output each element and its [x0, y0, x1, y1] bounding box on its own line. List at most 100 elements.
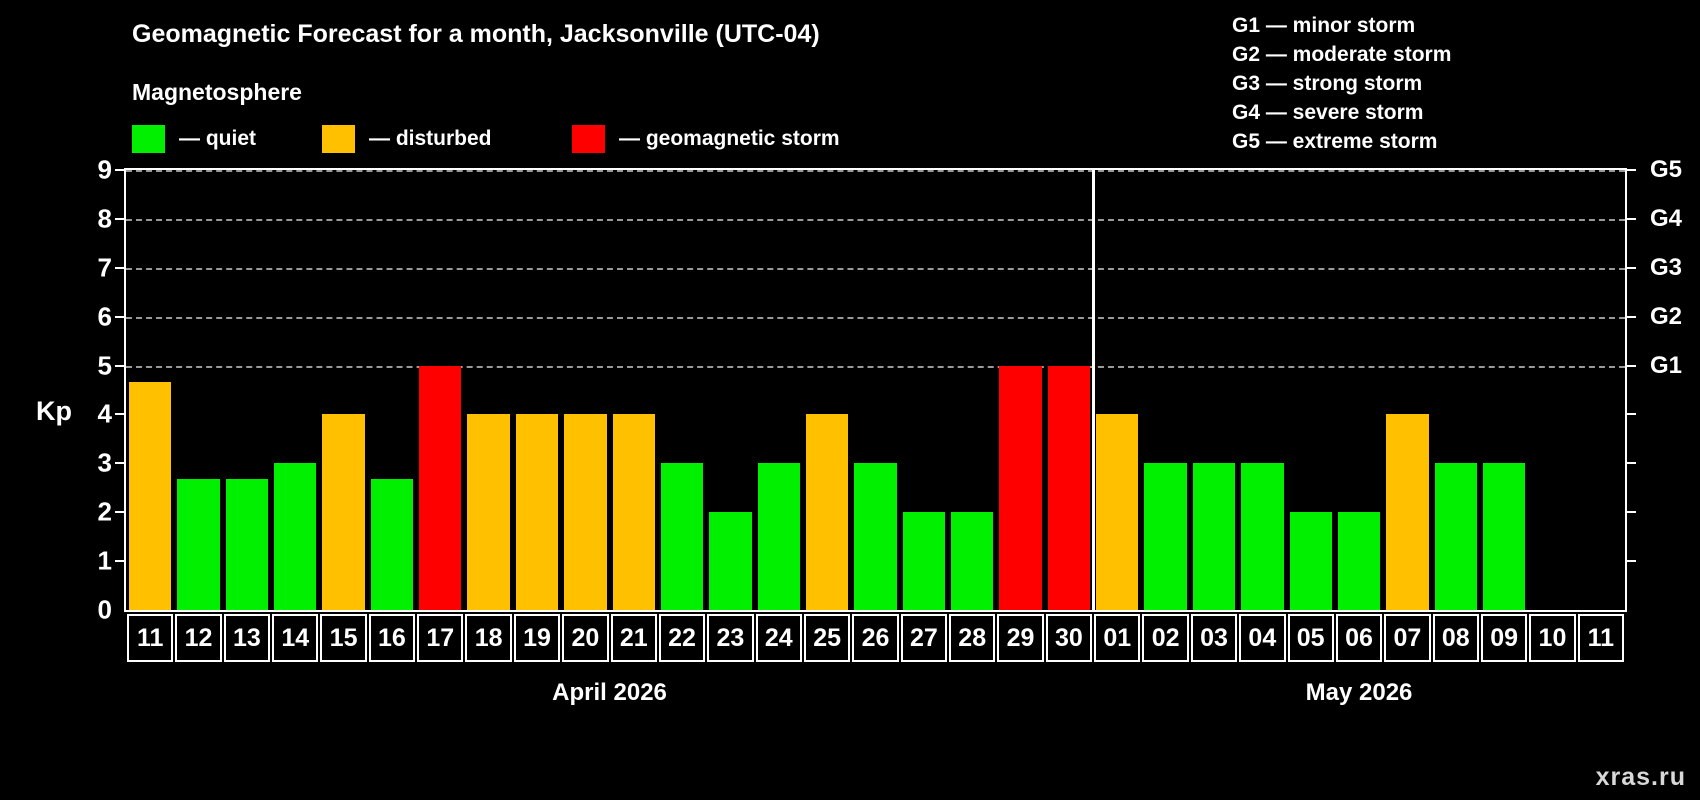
- day-cell-may-08[interactable]: 08: [1432, 614, 1479, 662]
- bar-april-16[interactable]: [370, 479, 414, 610]
- bar-may-08[interactable]: [1434, 463, 1477, 610]
- bar-april-17[interactable]: [419, 365, 462, 610]
- legend-label: — quiet: [179, 127, 256, 150]
- right-tick-mark-9: [1625, 169, 1636, 171]
- right-tick-mark-1: [1625, 560, 1636, 563]
- month-divider: [1092, 170, 1096, 610]
- legend-label: — geomagnetic storm: [619, 127, 840, 150]
- bar-april-25[interactable]: [805, 414, 849, 610]
- day-cell-april-17[interactable]: 17: [417, 614, 464, 662]
- day-cell-april-14[interactable]: 14: [272, 614, 319, 662]
- right-tick-mark-4: [1625, 413, 1636, 416]
- day-cell-may-06[interactable]: 06: [1335, 614, 1383, 662]
- day-cell-april-19[interactable]: 19: [513, 614, 561, 662]
- legend-item-2: — geomagnetic storm: [572, 124, 840, 154]
- chart-subtitle: Magnetosphere: [132, 79, 302, 105]
- legend-swatch-icon: [322, 125, 355, 153]
- day-cell-april-18[interactable]: 18: [465, 614, 512, 662]
- y-tick-label-2: 2: [97, 496, 112, 527]
- bar-april-11[interactable]: [129, 381, 172, 610]
- y-tick-label-6: 6: [97, 301, 112, 332]
- day-cell-april-16[interactable]: 16: [368, 614, 416, 662]
- bar-may-03[interactable]: [1192, 463, 1236, 610]
- day-cell-april-30[interactable]: 30: [1045, 614, 1093, 662]
- day-cell-april-15[interactable]: 15: [320, 614, 367, 662]
- day-cell-april-13[interactable]: 13: [223, 614, 271, 662]
- y-tick-label-5: 5: [97, 350, 112, 381]
- day-cell-may-05[interactable]: 05: [1287, 614, 1334, 662]
- day-axis: 11 12 13 14 15 16 17 18 19 20 21 22 23 24 25 26 27 28 29 30…: [126, 614, 1625, 662]
- legend-item-0: — quiet: [132, 124, 256, 154]
- gridline-kp-5: [126, 365, 1625, 368]
- day-cell-april-27[interactable]: 27: [900, 614, 948, 662]
- bar-series: [126, 170, 1625, 610]
- month-label-may: May 2026: [1305, 679, 1413, 706]
- bar-april-22[interactable]: [660, 463, 704, 610]
- y-tick-label-9: 9: [97, 154, 112, 185]
- day-cell-may-09[interactable]: 09: [1480, 614, 1528, 662]
- bar-may-02[interactable]: [1144, 463, 1187, 610]
- legend-swatch-icon: [572, 125, 605, 153]
- day-cell-april-25[interactable]: 25: [803, 614, 851, 662]
- bar-may-07[interactable]: [1386, 414, 1429, 610]
- legend-item-1: — disturbed: [322, 124, 492, 154]
- bar-may-01[interactable]: [1096, 414, 1139, 610]
- y-tick-mark-3: [115, 462, 126, 465]
- day-cell-may-03[interactable]: 03: [1190, 614, 1238, 662]
- legend-label: — disturbed: [369, 127, 492, 150]
- y-tick-label-4: 4: [97, 398, 112, 429]
- day-cell-may-07[interactable]: 07: [1384, 614, 1431, 662]
- y-tick-mark-7: [115, 266, 126, 269]
- bar-april-18[interactable]: [467, 414, 510, 610]
- g-tick-label-G1: G1: [1650, 351, 1683, 379]
- y-tick-label-1: 1: [97, 545, 112, 576]
- y-tick-label-3: 3: [97, 447, 112, 478]
- bar-april-19[interactable]: [515, 414, 559, 610]
- day-cell-april-29[interactable]: 29: [997, 614, 1044, 662]
- bar-april-20[interactable]: [564, 414, 607, 610]
- bar-may-09[interactable]: [1482, 463, 1526, 610]
- y-tick-label-0: 0: [97, 594, 112, 625]
- day-cell-may-10[interactable]: 10: [1529, 614, 1576, 662]
- day-cell-april-22[interactable]: 22: [658, 614, 706, 662]
- bar-may-05[interactable]: [1289, 512, 1332, 610]
- bar-april-21[interactable]: [612, 414, 655, 610]
- right-tick-mark-7: [1625, 266, 1636, 269]
- y-tick-mark-2: [115, 511, 126, 514]
- bar-may-04[interactable]: [1241, 463, 1284, 610]
- g-scale-row-3: G3 — strong storm: [1232, 72, 1423, 95]
- g-scale-legend: G1 — minor storm G2 — moderate storm G3 — …: [1232, 11, 1451, 156]
- g-tick-label-G4: G4: [1650, 204, 1683, 232]
- y-tick-mark-8: [115, 217, 126, 220]
- day-cell-april-23[interactable]: 23: [707, 614, 754, 662]
- bar-april-14[interactable]: [274, 463, 317, 610]
- day-cell-may-04[interactable]: 04: [1239, 614, 1286, 662]
- day-cell-april-26[interactable]: 26: [852, 614, 899, 662]
- day-cell-may-11[interactable]: 11: [1577, 614, 1624, 662]
- legend-swatch-icon: [132, 125, 165, 153]
- day-cell-april-12[interactable]: 12: [175, 614, 222, 662]
- page-title: Geomagnetic Forecast for a month, Jackso…: [132, 20, 820, 48]
- right-tick-mark-8: [1625, 217, 1636, 220]
- y-tick-mark-6: [115, 315, 126, 318]
- bar-april-12[interactable]: [177, 479, 220, 610]
- bar-april-24[interactable]: [757, 463, 800, 610]
- bar-april-26[interactable]: [854, 463, 897, 610]
- bar-may-06[interactable]: [1337, 512, 1381, 610]
- day-cell-may-02[interactable]: 02: [1142, 614, 1189, 662]
- bar-april-29[interactable]: [999, 365, 1042, 610]
- day-cell-april-24[interactable]: 24: [755, 614, 802, 662]
- bar-april-30[interactable]: [1047, 365, 1091, 610]
- bar-april-23[interactable]: [709, 512, 752, 610]
- day-cell-april-11[interactable]: 11: [127, 614, 174, 662]
- bar-april-28[interactable]: [951, 512, 994, 610]
- right-tick-mark-3: [1625, 462, 1636, 465]
- gridline-kp-9: [126, 170, 1625, 172]
- day-cell-april-28[interactable]: 28: [949, 614, 996, 662]
- day-cell-may-01[interactable]: 01: [1094, 614, 1141, 662]
- bar-april-15[interactable]: [322, 414, 365, 610]
- day-cell-april-21[interactable]: 21: [610, 614, 657, 662]
- bar-april-13[interactable]: [225, 479, 269, 610]
- bar-april-27[interactable]: [902, 512, 946, 610]
- day-cell-april-20[interactable]: 20: [562, 614, 609, 662]
